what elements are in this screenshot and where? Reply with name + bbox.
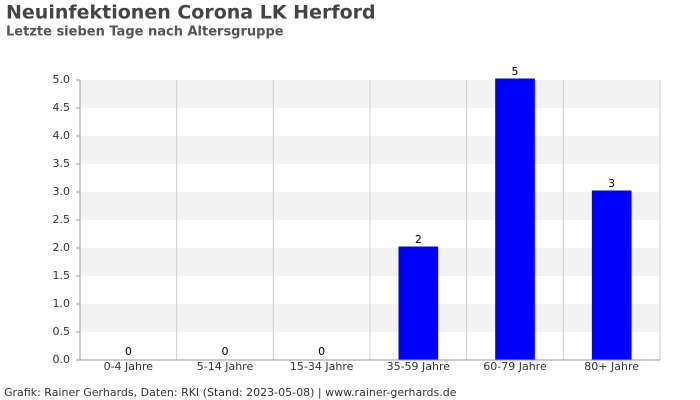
- value-label: 3: [608, 177, 615, 190]
- value-label: 2: [415, 233, 422, 246]
- y-tick-label: 2.0: [53, 241, 71, 254]
- value-label: 0: [222, 345, 229, 358]
- y-tick-label: 3.5: [53, 157, 71, 170]
- y-tick-label: 3.0: [53, 185, 71, 198]
- y-tick-label: 2.5: [53, 213, 71, 226]
- x-tick-label: 15-34 Jahre: [290, 360, 354, 373]
- y-tick-label: 0.0: [53, 353, 71, 366]
- y-tick-label: 4.5: [53, 101, 71, 114]
- x-tick-label: 80+ Jahre: [584, 360, 639, 373]
- chart-title: Neuinfektionen Corona LK Herford: [6, 2, 376, 24]
- x-tick-label: 60-79 Jahre: [483, 360, 547, 373]
- x-tick-label: 35-59 Jahre: [387, 360, 451, 373]
- y-tick-label: 4.0: [53, 129, 71, 142]
- bar: [495, 78, 535, 360]
- y-tick-label: 1.5: [53, 269, 71, 282]
- bar: [398, 246, 439, 360]
- x-tick-label: 0-4 Jahre: [104, 360, 154, 373]
- bar: [591, 190, 632, 360]
- y-tick-label: 1.0: [53, 297, 71, 310]
- y-tick-label: 5.0: [53, 73, 71, 86]
- value-label: 0: [125, 345, 132, 358]
- y-tick-label: 0.5: [53, 325, 71, 338]
- footer: Grafik: Rainer Gerhards, Daten: RKI (Sta…: [4, 386, 457, 399]
- chart-subtitle: Letzte sieben Tage nach Altersgruppe: [6, 25, 284, 40]
- x-tick-label: 5-14 Jahre: [197, 360, 254, 373]
- value-label: 0: [318, 345, 325, 358]
- value-label: 5: [512, 65, 519, 78]
